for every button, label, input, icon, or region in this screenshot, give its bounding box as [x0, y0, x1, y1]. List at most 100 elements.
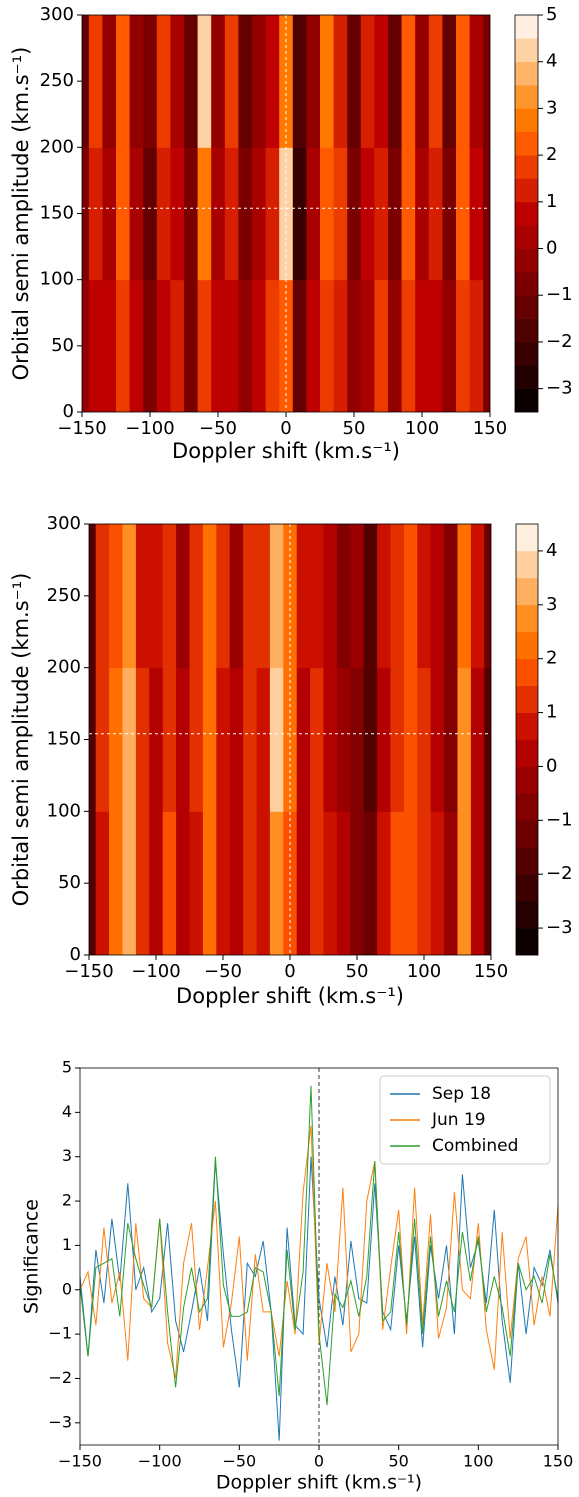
heatmap	[82, 15, 490, 412]
x-tick-label: 150	[473, 418, 507, 439]
colorbar-band	[516, 524, 538, 552]
heat-cell	[336, 667, 351, 812]
heat-cell	[252, 279, 267, 412]
y-tick-label: 0	[63, 401, 74, 422]
x-tick-label: −150	[57, 418, 106, 439]
heat-cell	[360, 279, 375, 412]
heat-cell	[184, 279, 199, 412]
heat-cell	[122, 524, 137, 669]
colorbar-band	[516, 712, 538, 740]
y-tick-label: 0	[62, 1279, 72, 1298]
colorbar-tick-label: 1	[546, 191, 557, 212]
y-tick-label: −1	[48, 1324, 72, 1343]
heat-cell	[122, 667, 137, 812]
y-tick-label: 50	[51, 335, 74, 356]
colorbar-band	[515, 178, 538, 203]
heat-cell	[310, 811, 324, 955]
colorbar-band	[516, 550, 538, 579]
y-axis-label: Orbital semi amplitude (km.s⁻¹)	[9, 47, 33, 381]
heat-cell	[283, 667, 298, 812]
heat-cell	[469, 15, 484, 148]
colorbar-band	[515, 38, 538, 63]
colorbar-tick-label: −2	[546, 331, 573, 352]
heat-cell	[323, 524, 338, 669]
x-tick-label: −150	[58, 1452, 102, 1471]
heat-cell	[189, 667, 204, 812]
heat-cell	[88, 147, 103, 281]
heat-cell	[347, 15, 362, 148]
heat-cell	[243, 811, 257, 955]
colorbar-band	[516, 847, 538, 875]
x-axis-label: Doppler shift (km.s⁻¹)	[172, 439, 400, 463]
heat-cell	[202, 811, 217, 955]
heat-cell	[283, 811, 298, 955]
y-tick-label: 300	[47, 513, 81, 534]
heat-cell	[428, 15, 443, 148]
heat-cell	[403, 524, 418, 669]
heat-cell	[483, 147, 490, 281]
colorbar-band	[516, 928, 538, 956]
colorbar-band	[515, 388, 538, 413]
heat-cell	[162, 667, 177, 812]
heat-cell	[95, 524, 110, 669]
heat-cell	[442, 15, 457, 148]
colorbar-tick-label: 0	[546, 238, 557, 259]
colorbar-tick-label: 0	[546, 755, 557, 776]
heat-cell	[156, 15, 171, 148]
heat-cell	[252, 147, 267, 281]
heat-cell	[211, 15, 226, 148]
x-tick-label: 50	[343, 418, 366, 439]
heat-cell	[417, 811, 432, 955]
y-tick-label: 200	[40, 136, 74, 157]
heat-cell	[135, 667, 150, 812]
heat-cell	[265, 15, 280, 148]
heat-cell	[202, 667, 217, 812]
heat-cell	[374, 147, 389, 281]
colorbar-band	[515, 248, 538, 273]
y-tick-label: 4	[62, 1102, 72, 1121]
colorbar-band	[516, 901, 538, 929]
heat-cell	[360, 15, 375, 148]
x-tick-label: −100	[131, 961, 180, 982]
colorbar-band	[515, 318, 538, 343]
colorbar-tick-label: −3	[546, 917, 573, 938]
heat-cell	[135, 524, 150, 669]
x-axis-label: Doppler shift (km.s⁻¹)	[216, 1472, 422, 1494]
x-tick-label: −150	[64, 961, 113, 982]
colorbar-band	[516, 820, 538, 848]
heat-cell	[310, 524, 324, 669]
legend-label: Sep 18	[432, 1084, 491, 1104]
heat-cell	[350, 667, 365, 812]
heat-cell	[102, 147, 117, 281]
heat-cell	[310, 667, 324, 812]
heat-cell	[415, 147, 430, 281]
heat-cell	[102, 279, 117, 412]
colorbar-band	[515, 61, 538, 86]
heat-cell	[129, 147, 144, 281]
colorbar-tick-label: 2	[546, 144, 557, 165]
x-axis-label: Doppler shift (km.s⁻¹)	[176, 984, 404, 1008]
colorbar-band	[516, 874, 538, 902]
colorbar-band	[515, 85, 538, 109]
colorbar-band	[515, 155, 538, 179]
x-tick-label: 100	[463, 1452, 494, 1471]
heat-cell	[149, 667, 164, 812]
heat-cell	[377, 524, 391, 669]
heat-cell	[229, 667, 244, 812]
heat-cell	[88, 15, 103, 148]
heat-cell	[457, 524, 472, 669]
heat-cell	[82, 147, 90, 281]
heat-cell	[470, 667, 485, 812]
heat-cell	[243, 524, 257, 669]
heat-cell	[143, 147, 158, 281]
heat-cell	[89, 811, 97, 955]
legend-label: Combined	[432, 1136, 518, 1156]
heat-cell	[484, 811, 491, 955]
heat-cell	[401, 147, 416, 281]
x-tick-label: 100	[405, 418, 439, 439]
heat-cell	[238, 279, 253, 412]
heat-cell	[430, 524, 445, 669]
colorbar-band	[516, 766, 538, 794]
heat-cell	[95, 667, 110, 812]
heat-cell	[456, 15, 471, 148]
